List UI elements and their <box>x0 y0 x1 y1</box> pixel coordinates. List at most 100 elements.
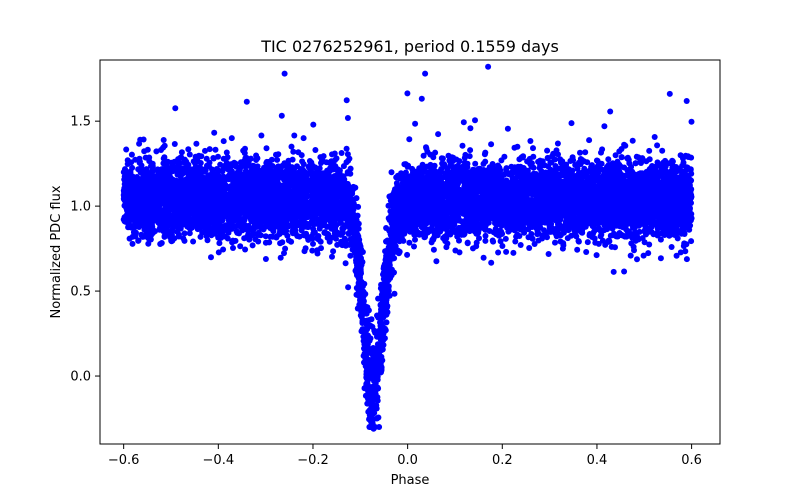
data-point <box>586 137 593 144</box>
data-point <box>612 152 619 159</box>
data-point <box>607 108 614 115</box>
data-point <box>388 169 395 176</box>
data-point <box>300 161 307 168</box>
data-point <box>153 148 160 155</box>
data-point <box>136 159 143 166</box>
data-point <box>249 242 256 249</box>
data-point <box>338 150 345 156</box>
data-point <box>467 125 474 132</box>
data-point <box>688 238 695 245</box>
data-point <box>641 221 648 228</box>
data-point <box>514 143 521 150</box>
data-point <box>288 238 295 245</box>
data-point <box>238 159 244 166</box>
data-point <box>582 149 589 156</box>
data-point <box>263 145 270 152</box>
data-point <box>404 90 411 97</box>
data-point <box>630 243 637 250</box>
data-point <box>313 235 320 242</box>
data-point <box>503 248 510 255</box>
data-point <box>228 225 235 232</box>
data-point <box>657 255 664 262</box>
data-point <box>624 154 631 161</box>
data-point <box>466 153 473 160</box>
data-point <box>171 141 178 147</box>
data-point <box>339 242 346 249</box>
data-point <box>215 249 222 256</box>
data-point <box>298 152 305 159</box>
data-point <box>406 239 413 246</box>
data-point <box>527 138 534 144</box>
data-point <box>432 149 439 156</box>
data-point <box>150 167 157 174</box>
data-point <box>512 238 519 245</box>
data-point <box>211 129 218 136</box>
data-point <box>430 246 437 253</box>
data-point <box>521 229 528 236</box>
data-point <box>300 135 307 142</box>
data-point <box>629 137 636 144</box>
data-point <box>135 237 142 244</box>
data-point <box>560 164 567 171</box>
data-point <box>157 241 164 247</box>
data-point <box>673 252 680 259</box>
data-point <box>677 249 684 256</box>
data-point <box>488 259 495 266</box>
data-point <box>510 249 517 256</box>
data-point <box>472 160 479 167</box>
data-point <box>599 146 606 153</box>
data-point <box>232 160 239 167</box>
data-point <box>502 235 509 242</box>
data-point <box>621 268 628 275</box>
data-point <box>544 147 551 154</box>
data-point <box>160 137 167 143</box>
data-point <box>310 121 317 128</box>
data-point <box>174 228 181 235</box>
data-point <box>262 256 269 262</box>
data-point <box>206 146 213 153</box>
data-point <box>605 237 612 244</box>
data-point <box>646 241 653 248</box>
data-point <box>449 163 456 170</box>
data-point <box>435 131 442 138</box>
data-point <box>258 132 265 139</box>
data-point <box>658 163 665 170</box>
data-point <box>282 245 289 252</box>
data-point <box>526 245 533 251</box>
data-point <box>683 98 690 104</box>
data-point <box>312 147 319 153</box>
data-point <box>225 229 232 236</box>
chart-title: TIC 0276252961, period 0.1559 days <box>260 37 559 56</box>
data-point <box>181 230 188 237</box>
data-point <box>158 147 164 153</box>
data-point <box>677 152 684 159</box>
data-point <box>464 240 471 247</box>
data-point <box>430 154 437 161</box>
data-point <box>125 158 132 165</box>
data-points <box>120 63 695 432</box>
data-point <box>574 246 581 253</box>
data-point <box>203 155 210 162</box>
data-point <box>412 120 419 127</box>
data-point <box>202 147 208 154</box>
data-point <box>186 230 193 237</box>
data-point <box>342 260 349 267</box>
data-point <box>334 241 341 248</box>
data-point <box>593 252 600 259</box>
data-point <box>160 155 167 162</box>
data-point <box>181 165 188 172</box>
data-point <box>499 243 506 249</box>
data-point <box>329 253 335 260</box>
data-point <box>291 132 298 139</box>
data-point <box>530 145 536 152</box>
data-point <box>627 252 634 259</box>
data-point <box>391 290 398 297</box>
data-point <box>406 136 413 143</box>
data-point <box>212 146 219 153</box>
data-point <box>316 165 323 172</box>
data-point <box>498 222 505 229</box>
data-point <box>554 140 561 147</box>
data-point <box>273 151 279 158</box>
data-point <box>178 149 185 156</box>
data-point <box>472 117 478 124</box>
